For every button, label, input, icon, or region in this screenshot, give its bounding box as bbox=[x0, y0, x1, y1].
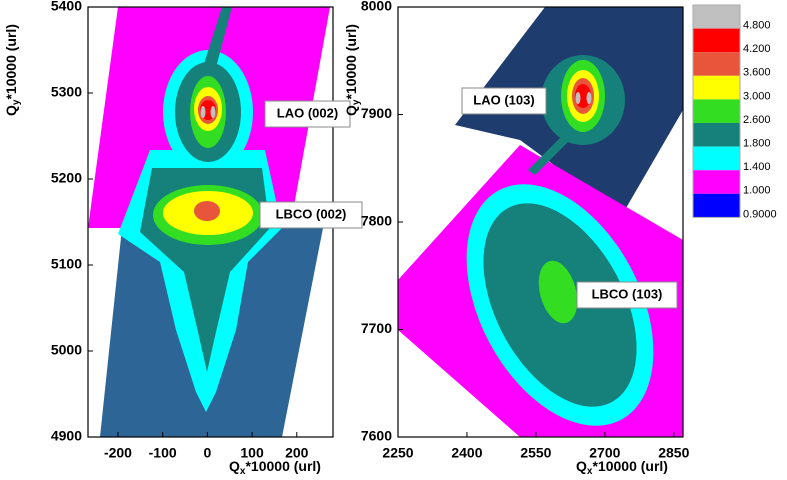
x-tick-label: -200 bbox=[104, 445, 132, 461]
colorbar-frame bbox=[692, 4, 741, 218]
colorbar-swatch bbox=[693, 75, 740, 100]
contour-region bbox=[528, 120, 588, 175]
x-axis-label: Qx*10000 (url) bbox=[229, 458, 321, 477]
y-tick-label: 5000 bbox=[51, 342, 82, 358]
label-sub: y bbox=[351, 99, 362, 105]
label-rest: *10000 (url) bbox=[343, 24, 359, 99]
y-tick-label: 7700 bbox=[361, 320, 392, 336]
label-sub: y bbox=[11, 99, 22, 105]
contour-region bbox=[210, 106, 216, 118]
x-tick-label: 0 bbox=[203, 445, 211, 461]
colorbar-swatch bbox=[693, 146, 740, 171]
y-tick-label: 5400 bbox=[51, 0, 82, 14]
contour-region bbox=[194, 201, 220, 221]
colorbar: 4.800 4.200 3.600 3.000 2.600 1.800 1.400 1.000… bbox=[692, 4, 777, 220]
colorbar-label: 1.000 bbox=[743, 185, 771, 197]
label-main: Q bbox=[229, 458, 240, 474]
colorbar-swatch bbox=[693, 28, 740, 53]
contour-region bbox=[200, 106, 206, 118]
colorbar-label: 3.000 bbox=[743, 90, 771, 102]
contour-region bbox=[586, 92, 592, 104]
colorbar-swatch bbox=[693, 99, 740, 123]
label-sub: x bbox=[587, 466, 593, 477]
colorbar-label: 1.800 bbox=[743, 138, 771, 150]
contour-region bbox=[575, 92, 581, 104]
annotation: LAO (002) bbox=[277, 105, 338, 120]
annotation-box bbox=[576, 281, 678, 309]
label-main: Q bbox=[3, 105, 19, 116]
label-rest: *10000 (url) bbox=[3, 24, 19, 99]
annotation-box bbox=[259, 201, 363, 229]
colorbar-swatch bbox=[693, 52, 740, 76]
annotation-box bbox=[461, 87, 547, 115]
label-sub: x bbox=[240, 466, 246, 477]
label-main: Q bbox=[576, 458, 587, 474]
x-tick-label: 2250 bbox=[382, 445, 413, 461]
colorbar-swatch bbox=[693, 193, 740, 218]
label-main: Q bbox=[343, 105, 359, 116]
y-axis-label: Qy*10000 (url) bbox=[343, 24, 362, 116]
y-tick-label: 7900 bbox=[361, 105, 392, 121]
colorbar-label: 3.600 bbox=[743, 67, 771, 79]
colorbar-label: 4.800 bbox=[743, 20, 771, 32]
colorbar-label: 4.200 bbox=[743, 43, 771, 55]
colorbar-label: 1.400 bbox=[743, 161, 771, 173]
colorbar-swatch bbox=[693, 123, 740, 147]
annotation: LBCO (103) bbox=[592, 286, 663, 301]
colorbar-label: 0.9000 bbox=[743, 208, 777, 220]
annotation: LAO (103) bbox=[473, 92, 534, 107]
label-rest: *10000 (url) bbox=[592, 458, 667, 474]
x-tick-label: 2700 bbox=[589, 445, 620, 461]
x-tick-label: 2400 bbox=[451, 445, 482, 461]
x-tick-label: -100 bbox=[149, 445, 177, 461]
contour-region bbox=[202, 7, 232, 75]
x-tick-label: 2850 bbox=[658, 445, 689, 461]
x-tick-label: 2550 bbox=[520, 445, 551, 461]
y-tick-label: 4900 bbox=[51, 428, 82, 444]
annotation-box bbox=[264, 100, 351, 128]
label-rest: *10000 (url) bbox=[245, 458, 320, 474]
annotation: LBCO (002) bbox=[276, 206, 347, 221]
y-axis-label: Qy*10000 (url) bbox=[3, 24, 22, 116]
x-axis-label: Qx*10000 (url) bbox=[576, 458, 668, 477]
y-tick-label: 7800 bbox=[361, 213, 392, 229]
y-tick-label: 8000 bbox=[361, 0, 392, 14]
contour-area bbox=[398, 7, 683, 437]
x-tick-label: 100 bbox=[240, 445, 264, 461]
x-tick-label: 200 bbox=[285, 445, 309, 461]
colorbar-swatch bbox=[693, 170, 740, 194]
y-tick-label: 7600 bbox=[361, 428, 392, 444]
contour-region bbox=[538, 260, 578, 324]
colorbar-swatch bbox=[693, 5, 740, 29]
colorbar-label: 2.600 bbox=[743, 114, 771, 126]
y-tick-label: 5200 bbox=[51, 170, 82, 186]
contour-area bbox=[88, 7, 330, 437]
y-tick-label: 5100 bbox=[51, 256, 82, 272]
y-tick-label: 5300 bbox=[51, 84, 82, 100]
